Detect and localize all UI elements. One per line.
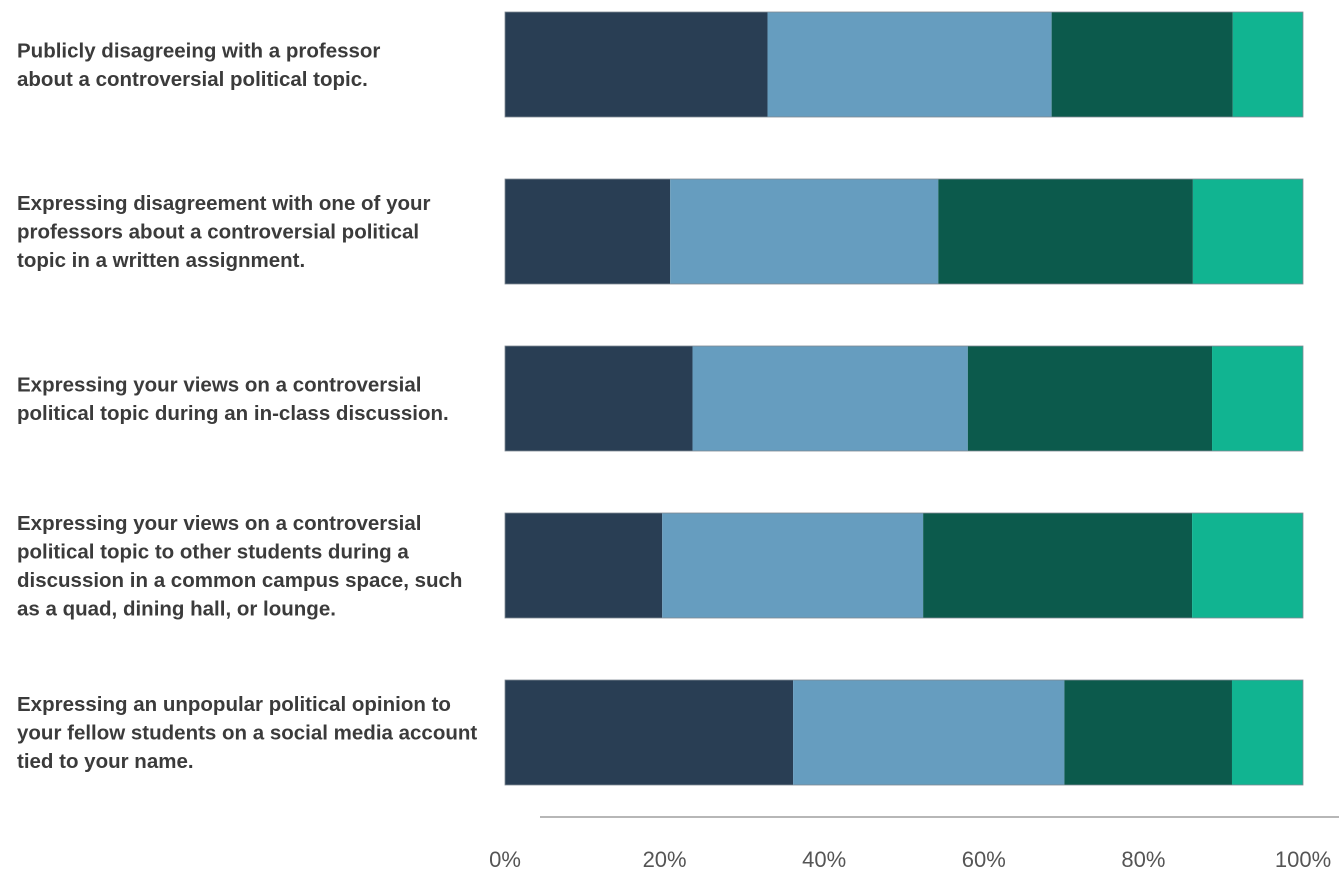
bar-outline — [504, 345, 1304, 452]
bar-segment-4-2 — [662, 513, 924, 618]
category-label: Publicly disagreeing with a professor abo… — [17, 39, 380, 91]
bar-segment-1-1 — [505, 12, 768, 117]
bar-segment-1-4 — [1232, 12, 1303, 117]
category-label-line: tied to your name. — [17, 750, 194, 773]
bar-segment-1-3 — [1051, 12, 1233, 117]
category-labels-group: Publicly disagreeing with a professor abo… — [17, 39, 477, 773]
x-tick-label: 0% — [489, 847, 521, 872]
bar-segment-4-4 — [1192, 513, 1303, 618]
bar-outline — [504, 11, 1304, 118]
bar-segment-2-2 — [670, 179, 939, 284]
category-label-line: Expressing disagreement with one of your — [17, 192, 431, 215]
category-label-line: as a quad, dining hall, or lounge. — [17, 597, 336, 620]
x-axis-tick-labels-group: 0% 20% 40% 60% 80% 100% — [489, 847, 1331, 872]
category-label-line: professors about a controversial politic… — [17, 221, 419, 244]
bar-segment-5-1 — [505, 680, 794, 785]
x-tick-label: 80% — [1121, 847, 1165, 872]
bars-group — [504, 11, 1304, 786]
category-label-line: your fellow students on a social media a… — [17, 722, 477, 745]
bar-outline — [504, 679, 1304, 786]
bar-segment-3-3 — [967, 346, 1213, 451]
category-label: Expressing your views on a controversial… — [17, 373, 449, 425]
x-tick-label: 20% — [643, 847, 687, 872]
x-tick-label: 100% — [1275, 847, 1331, 872]
category-label: Expressing disagreement with one of your… — [17, 192, 431, 272]
category-label-line: political topic during an in-class discu… — [17, 402, 449, 425]
category-label: Expressing your views on a controversial… — [17, 512, 462, 621]
x-tick-label: 40% — [802, 847, 846, 872]
bar-segment-3-4 — [1212, 346, 1303, 451]
bar-segment-4-3 — [923, 513, 1193, 618]
bar-segment-3-1 — [505, 346, 693, 451]
category-label: Expressing an unpopular political opinio… — [17, 693, 477, 773]
category-label-line: Expressing your views on a controversial — [17, 512, 421, 535]
category-label-line: Expressing your views on a controversial — [17, 373, 421, 396]
bar-segment-2-4 — [1192, 179, 1303, 284]
bar-segment-3-2 — [692, 346, 968, 451]
category-label-line: political topic to other students during… — [17, 540, 409, 563]
bar-segment-5-4 — [1231, 680, 1303, 785]
bar-segment-2-3 — [938, 179, 1193, 284]
category-label-line: discussion in a common campus space, suc… — [17, 569, 462, 592]
bar-outline — [504, 178, 1304, 285]
bar-segment-1-2 — [767, 12, 1052, 117]
bar-segment-5-3 — [1064, 680, 1232, 785]
category-label-line: topic in a written assignment. — [17, 249, 305, 272]
bar-segment-2-1 — [505, 179, 671, 284]
category-label-line: Expressing an unpopular political opinio… — [17, 693, 451, 716]
category-label-line: Publicly disagreeing with a professor — [17, 39, 380, 62]
x-tick-label: 60% — [962, 847, 1006, 872]
bar-segment-5-2 — [793, 680, 1065, 785]
bar-segment-4-1 — [505, 513, 663, 618]
bar-outline — [504, 512, 1304, 619]
category-label-line: about a controversial political topic. — [17, 68, 368, 91]
